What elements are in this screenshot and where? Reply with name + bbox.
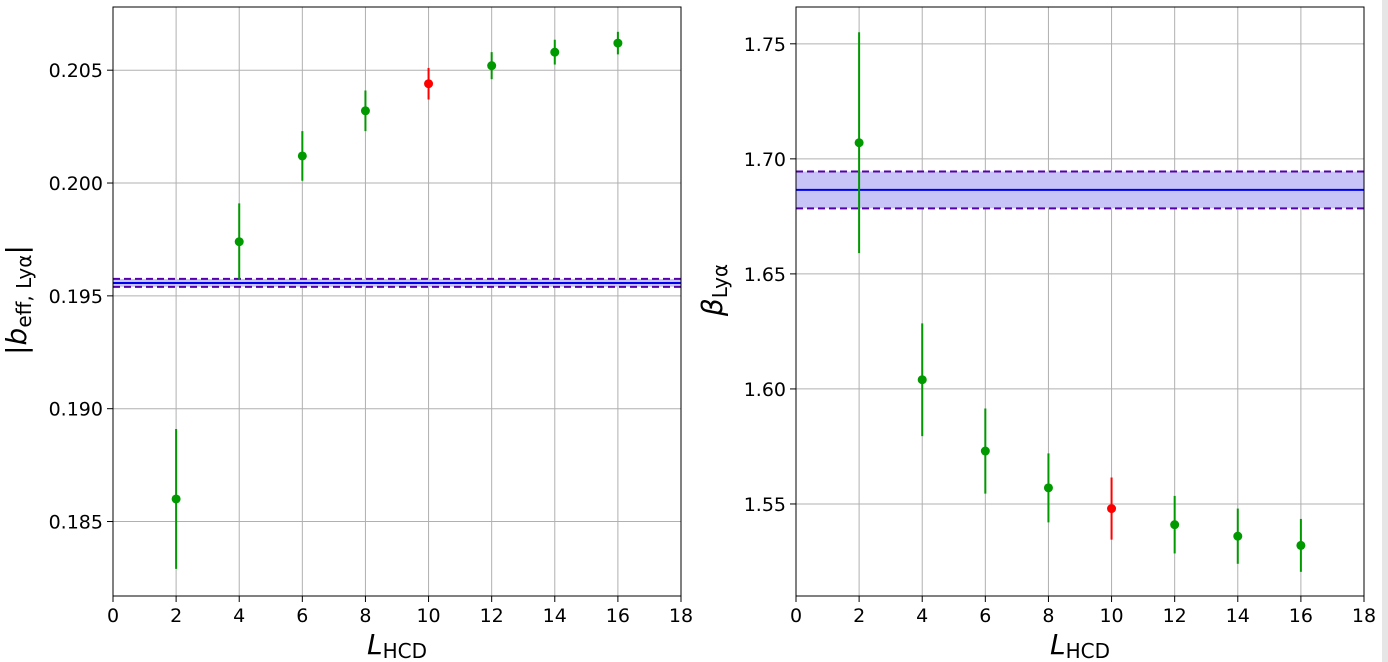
data-point [487, 61, 497, 71]
y-tick-label: 0.195 [49, 286, 103, 308]
y-axis-label: |beff, Lyα| [0, 245, 36, 355]
x-tick-label: 14 [1226, 605, 1250, 627]
x-tick-label: 4 [233, 605, 245, 627]
x-tick-label: 18 [669, 605, 693, 627]
x-tick-label: 14 [543, 605, 567, 627]
axes-frame [112, 6, 682, 597]
data-point [854, 138, 864, 148]
y-tick-label: 0.205 [49, 60, 103, 82]
x-tick-label: 6 [979, 605, 991, 627]
y-tick-label: 1.65 [744, 264, 786, 286]
y-tick-label: 1.55 [744, 494, 786, 516]
x-tick-label: 8 [359, 605, 371, 627]
left-panel: 0 2 4 6 8 10 12 14 16 18 0.185 0.190 0.195 0.200 0.205… [0, 6, 693, 662]
y-tick-label: 0.190 [49, 399, 103, 421]
data-point [1296, 540, 1306, 550]
x-tick-label: 12 [480, 605, 504, 627]
x-tick-label: 16 [1289, 605, 1313, 627]
y-tick-label: 0.185 [49, 512, 103, 534]
x-tick-label: 2 [853, 605, 865, 627]
data-point [1170, 520, 1180, 530]
y-tick-label: 1.70 [744, 149, 786, 171]
x-tick-label: 10 [1099, 605, 1123, 627]
x-tick-label: 6 [296, 605, 308, 627]
data-point [171, 494, 181, 504]
data-point [1233, 531, 1243, 541]
data-point [980, 446, 990, 456]
y-tick-label: 1.75 [744, 34, 786, 56]
x-tick-label: 18 [1352, 605, 1376, 627]
x-tick-label: 0 [107, 605, 119, 627]
x-tick-label: 8 [1042, 605, 1054, 627]
x-axis-label: LHCD [367, 628, 427, 662]
scrollbar[interactable] [1382, 0, 1388, 662]
data-point [234, 237, 244, 247]
highlighted-data-point [1107, 504, 1117, 514]
data-point [1043, 483, 1053, 493]
x-tick-label: 0 [790, 605, 802, 627]
data-point [360, 106, 370, 116]
x-tick-label: 2 [170, 605, 182, 627]
y-tick-label: 0.200 [49, 173, 103, 195]
x-tick-label: 10 [416, 605, 440, 627]
x-tick-label: 16 [606, 605, 630, 627]
data-point [613, 38, 623, 48]
right-panel: 0 2 4 6 8 10 12 14 16 18 1.55 1.60 1.65 1.70 1.75 LHCD β… [696, 6, 1376, 662]
data-point [297, 151, 307, 161]
axes-frame [795, 6, 1365, 597]
y-tick-label: 1.60 [744, 379, 786, 401]
data-point [550, 47, 560, 57]
x-tick-label: 12 [1163, 605, 1187, 627]
x-axis-label: LHCD [1050, 628, 1110, 662]
data-point [917, 375, 927, 385]
y-axis-label: βLyα [696, 264, 732, 317]
x-tick-label: 4 [916, 605, 928, 627]
highlighted-data-point [424, 79, 434, 89]
